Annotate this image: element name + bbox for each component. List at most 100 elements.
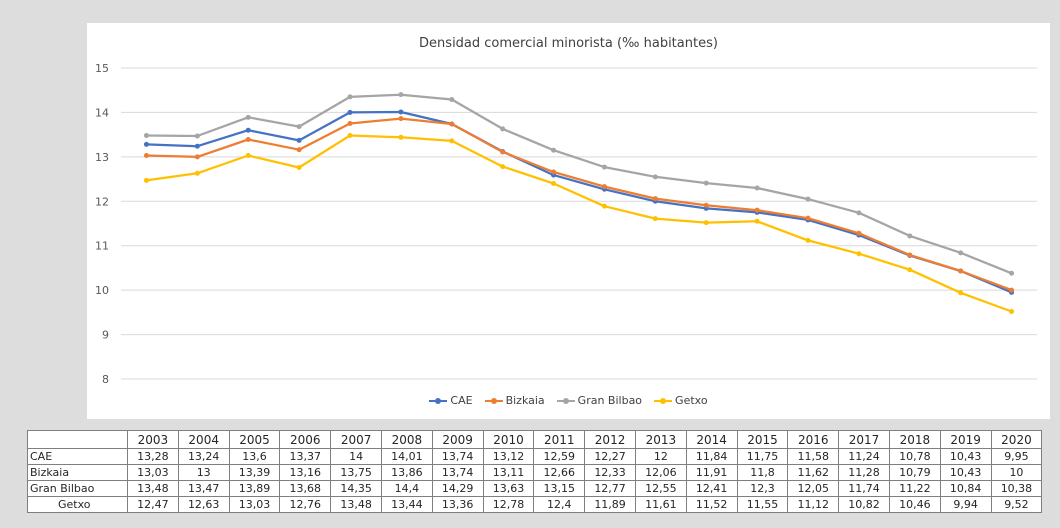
data-point (245, 153, 251, 159)
table-cell: 13,39 (228, 464, 281, 481)
table-cell: 14 (330, 448, 382, 465)
legend-item: CAE (429, 394, 473, 407)
table-cell: 12,41 (685, 480, 738, 497)
series-line-getxo (146, 134, 1012, 313)
y-tick-label: 12 (95, 195, 109, 208)
table-cell: 11,12 (787, 496, 840, 513)
data-point (551, 181, 557, 187)
data-point (296, 165, 302, 171)
data-point (143, 153, 149, 159)
table-cell: 13,63 (482, 480, 535, 497)
data-point (194, 143, 200, 149)
table-year-header: 2018 (888, 430, 941, 449)
table-cell: 14,01 (380, 448, 433, 465)
table-cell: 13,15 (533, 480, 586, 497)
data-point (703, 202, 709, 208)
table-cell: 12,77 (584, 480, 636, 497)
data-point (398, 116, 404, 122)
table-row: Gran Bilbao 13,48 13,47 13,89 13,68 14,35 14,4… (27, 480, 1043, 497)
data-point (856, 210, 862, 216)
table-cell: 10,43 (939, 448, 992, 465)
table-cell: 13,74 (431, 448, 484, 465)
table-row-label: CAE (27, 448, 128, 465)
table-cell: 13,36 (431, 496, 484, 513)
data-point (601, 184, 607, 190)
table-cell: 13,68 (279, 480, 332, 497)
table-cell: 12,63 (177, 496, 230, 513)
data-point (347, 94, 353, 100)
table-cell: 12,59 (533, 448, 586, 465)
data-point (652, 174, 658, 180)
data-point (449, 138, 455, 144)
table-cell: 13,12 (482, 448, 535, 465)
table-cell: 12,05 (787, 480, 840, 497)
table-cell: 10,79 (888, 464, 941, 481)
table-year-header: 2010 (482, 430, 535, 449)
data-point (652, 196, 658, 202)
table-year-header: 2019 (939, 430, 992, 449)
table-cell: 12,27 (584, 448, 636, 465)
table-cell: 10,84 (939, 480, 992, 497)
table-cell: 11,24 (838, 448, 890, 465)
legend-item: Gran Bilbao (556, 394, 643, 407)
table-cell: 13,47 (177, 480, 230, 497)
data-point (1009, 270, 1015, 276)
table-cell: 12,06 (634, 464, 687, 481)
table-row-label: Bizkaia (27, 464, 128, 481)
data-point (958, 268, 964, 274)
table-cell: 11,8 (736, 464, 789, 481)
table-cell: 14,4 (380, 480, 433, 497)
table-row-label: Gran Bilbao (27, 480, 128, 497)
table-cell: 11,74 (838, 480, 890, 497)
table-cell: 13,74 (431, 464, 484, 481)
table-corner-cell (27, 430, 128, 449)
table-cell: 13,28 (127, 448, 179, 465)
data-point (601, 164, 607, 170)
table-cell: 11,58 (787, 448, 840, 465)
table-year-header: 2005 (228, 430, 281, 449)
table-year-header: 2016 (787, 430, 840, 449)
y-tick-label: 15 (95, 62, 109, 75)
y-tick-label: 8 (102, 373, 109, 386)
legend-label: CAE (450, 394, 473, 407)
data-point (143, 141, 149, 147)
table-cell: 13,03 (228, 496, 281, 513)
table-cell: 13,86 (380, 464, 433, 481)
table-cell: 13,44 (380, 496, 433, 513)
legend-item: Bizkaia (484, 394, 545, 407)
table-cell: 12,66 (533, 464, 586, 481)
table-year-header: 2014 (685, 430, 738, 449)
data-point (500, 126, 506, 132)
table-cell: 13,03 (127, 464, 179, 481)
data-point (194, 154, 200, 160)
table-year-header: 2009 (431, 430, 484, 449)
data-point (296, 147, 302, 153)
table-cell: 11,89 (584, 496, 636, 513)
data-table-wrapper: 2003 2004 2005 2006 2007 2008 2009 2010 2011 2012… (27, 430, 1043, 513)
table-year-header: 2007 (330, 430, 382, 449)
table-year-header: 2017 (838, 430, 890, 449)
y-tick-label: 13 (95, 151, 109, 164)
series-line-cae (146, 110, 1013, 294)
table-cell: 12,47 (127, 496, 179, 513)
table-year-header: 2011 (533, 430, 586, 449)
table-year-header: 2013 (634, 430, 687, 449)
data-point (245, 114, 251, 120)
table-cell: 13,6 (228, 448, 281, 465)
legend-swatch (429, 397, 448, 404)
data-point (805, 196, 811, 202)
data-point (398, 92, 404, 98)
table-cell: 9,94 (939, 496, 992, 513)
table-cell: 11,55 (736, 496, 789, 513)
table-cell: 13,37 (279, 448, 332, 465)
table-year-header: 2012 (584, 430, 636, 449)
series-line-gran-bilbao (146, 93, 1013, 275)
data-point (347, 133, 353, 139)
legend-label: Bizkaia (505, 394, 545, 407)
data-point (907, 233, 913, 239)
legend-label: Gran Bilbao (577, 394, 643, 407)
legend-label: Getxo (675, 394, 708, 407)
data-point (143, 177, 149, 183)
data-point (703, 180, 709, 186)
